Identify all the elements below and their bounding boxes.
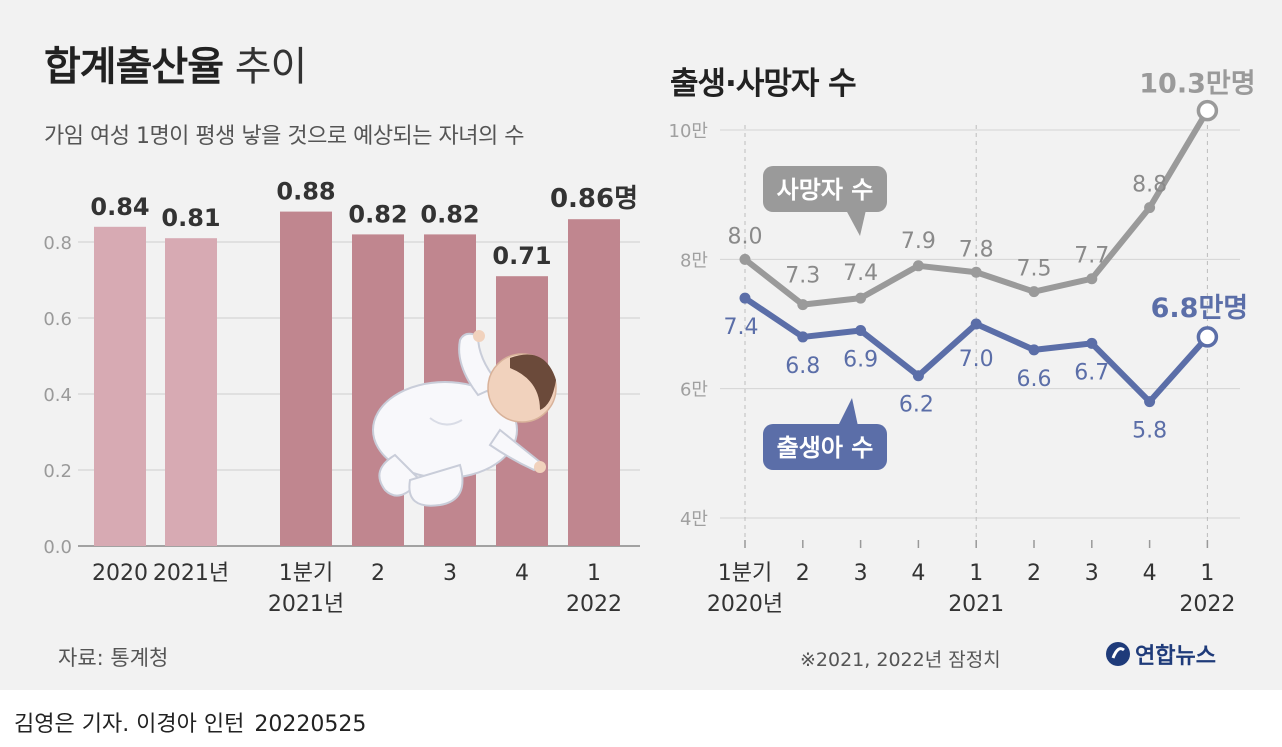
left-chart-title: 합계출산율 추이 (44, 44, 307, 90)
x-tick-label: 1 2022 (566, 561, 622, 617)
byline-author: 김영은 기자. 이경아 인턴 (14, 712, 245, 737)
byline: 김영은 기자. 이경아 인턴 20220525 (14, 706, 366, 738)
y-tick-label: 0.0 (43, 537, 72, 558)
x-tick-label: 4 (515, 561, 529, 586)
byline-date: 20220525 (254, 712, 367, 737)
yonhap-logo: 연합뉴스 (1105, 638, 1216, 670)
y-tick-label: 0.8 (43, 233, 72, 254)
x-tick-label: 2 (371, 561, 385, 586)
bar-value-label: 0.82 (420, 200, 479, 228)
bar-value-label: 0.84 (90, 193, 149, 221)
bar-value-label: 0.88 (276, 178, 335, 206)
bar (165, 238, 217, 546)
x-tick-label: 2021년 (153, 561, 229, 586)
source-text: 자료: 통계청 (58, 646, 169, 670)
bar (568, 219, 620, 546)
provisional-note: ※2021, 2022년 잠정치 (800, 649, 1001, 671)
bar (94, 226, 146, 547)
y-tick-label: 0.2 (43, 461, 72, 482)
bar (352, 234, 404, 546)
right-chart-title: 출생·사망자 수 (670, 66, 857, 102)
y-tick-label: 0.4 (43, 385, 72, 406)
bar-value-label: 0.81 (161, 204, 220, 232)
x-tick-label: 3 (443, 561, 457, 586)
bar (280, 211, 332, 546)
bar-value-label: 0.82 (348, 200, 407, 228)
x-tick-label: 1분기 2021년 (268, 561, 344, 617)
birth-rate-bar-chart: 0.0 0.2 0.4 0.6 0.8 0.84 2020 0.81 2021년 0.88 1분기 2… (43, 178, 640, 617)
baby-illustration (372, 330, 557, 507)
left-chart-subtitle: 가임 여성 1명이 평생 낳을 것으로 예상되는 자녀의 수 (44, 124, 524, 149)
bar-value-label: 0.86명 (550, 184, 638, 214)
x-tick-label: 2020 (92, 561, 148, 586)
yonhap-logo-icon (1106, 642, 1130, 666)
bar-value-label: 0.71 (492, 242, 551, 270)
yonhap-logo-text: 연합뉴스 (1135, 644, 1216, 669)
y-tick-label: 0.6 (43, 309, 72, 330)
